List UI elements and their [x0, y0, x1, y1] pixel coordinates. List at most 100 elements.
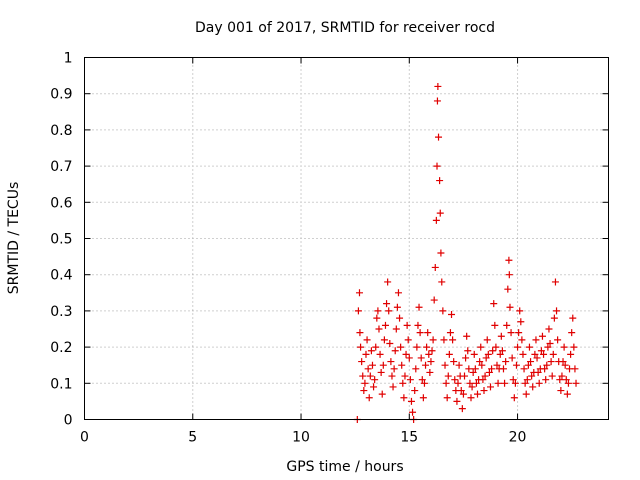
data-point	[362, 350, 370, 358]
data-point	[429, 336, 437, 344]
data-point	[490, 300, 498, 308]
data-point	[442, 379, 450, 387]
data-point	[388, 372, 396, 380]
data-point	[394, 289, 402, 297]
data-point	[361, 379, 369, 387]
data-point	[363, 336, 371, 344]
data-point	[546, 339, 554, 347]
data-point	[436, 177, 444, 185]
y-tick-label: 0.2	[50, 340, 72, 356]
data-point	[505, 271, 513, 279]
data-point	[399, 379, 407, 387]
data-point	[528, 372, 536, 380]
data-point	[462, 354, 470, 362]
data-point	[486, 383, 494, 391]
data-point	[521, 379, 529, 387]
data-point	[512, 361, 520, 369]
data-point	[572, 379, 580, 387]
data-point	[503, 321, 511, 329]
data-point	[496, 350, 504, 358]
data-point	[433, 97, 441, 105]
data-point	[519, 350, 527, 358]
data-point	[457, 387, 465, 395]
data-point	[436, 209, 444, 217]
data-point	[391, 347, 399, 355]
data-point	[360, 387, 368, 395]
data-point	[470, 350, 478, 358]
data-point	[380, 336, 388, 344]
data-point	[405, 354, 413, 362]
data-point	[422, 361, 430, 369]
data-point	[553, 307, 561, 315]
data-point	[465, 365, 473, 373]
data-point	[355, 289, 363, 297]
data-point	[441, 361, 449, 369]
data-point	[570, 343, 578, 351]
data-point	[509, 376, 517, 384]
data-point	[501, 379, 509, 387]
data-point	[398, 361, 406, 369]
data-point	[520, 365, 528, 373]
data-point	[464, 347, 472, 355]
data-point	[458, 405, 466, 413]
data-point	[455, 361, 463, 369]
data-point	[432, 216, 440, 224]
data-point	[356, 329, 364, 337]
data-point	[414, 321, 422, 329]
tick-labels: 00.10.20.30.40.50.60.70.80.910 5 10 15 20	[50, 51, 526, 446]
data-point	[390, 365, 398, 373]
data-point	[522, 390, 530, 398]
data-point	[379, 361, 387, 369]
y-tick-label: 0.9	[50, 87, 72, 103]
data-point	[482, 354, 490, 362]
y-tick-label: 0.8	[50, 123, 72, 139]
data-points	[353, 82, 580, 423]
data-point	[453, 397, 461, 405]
data-point	[484, 350, 492, 358]
data-point	[431, 263, 439, 271]
data-point	[448, 311, 456, 319]
data-point	[392, 325, 400, 333]
data-point	[423, 343, 431, 351]
data-point	[440, 336, 448, 344]
data-point	[427, 358, 435, 366]
data-point	[477, 343, 485, 351]
data-point	[534, 368, 542, 376]
data-point	[531, 350, 539, 358]
data-point	[549, 350, 557, 358]
data-point	[428, 347, 436, 355]
data-point	[446, 329, 454, 337]
data-point	[424, 329, 432, 337]
data-point	[493, 361, 501, 369]
data-point	[386, 339, 394, 347]
data-point	[561, 361, 569, 369]
data-point	[488, 365, 496, 373]
y-tick-label: 0	[64, 413, 73, 429]
y-axis-label: SRMTID / TECUs	[6, 182, 22, 295]
data-point	[358, 358, 366, 366]
y-tick-label: 0.1	[50, 376, 72, 392]
data-point	[550, 314, 558, 322]
data-point	[499, 365, 507, 373]
data-point	[433, 162, 441, 170]
data-point	[370, 383, 378, 391]
y-tick-label: 0.7	[50, 159, 72, 175]
data-point	[412, 365, 420, 373]
data-point	[354, 307, 362, 315]
data-point	[403, 321, 411, 329]
data-point	[417, 354, 425, 362]
data-point	[527, 358, 535, 366]
data-point	[559, 358, 567, 366]
data-point	[420, 379, 428, 387]
data-point	[548, 372, 556, 380]
data-point	[533, 354, 541, 362]
data-point	[567, 350, 575, 358]
data-point	[511, 379, 519, 387]
data-point	[474, 390, 481, 398]
data-point	[497, 332, 505, 340]
data-point	[438, 278, 446, 286]
y-tick-label: 0.5	[50, 232, 72, 248]
data-point	[489, 347, 497, 355]
data-point	[562, 376, 570, 384]
